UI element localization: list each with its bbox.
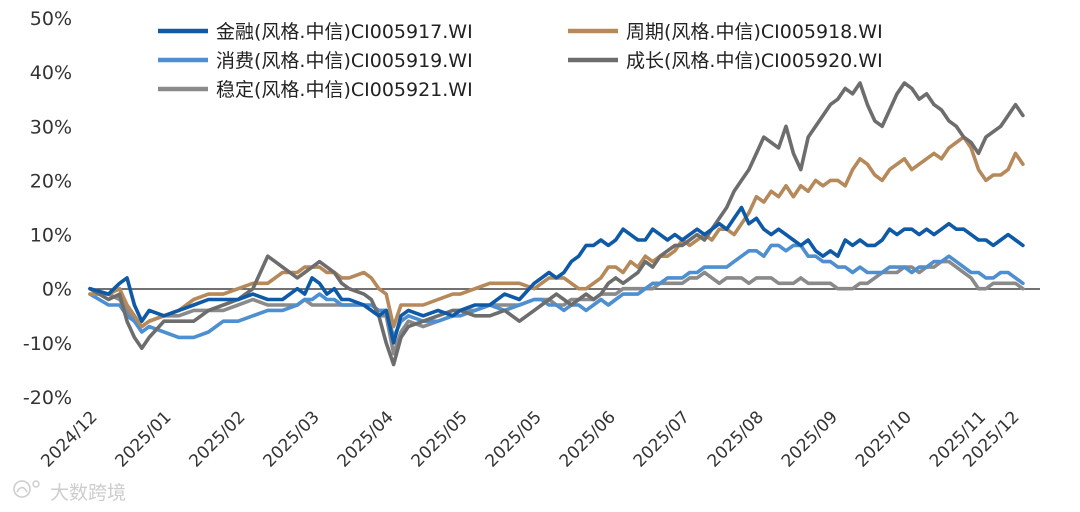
x-tick-label: 2025/06 <box>556 407 620 471</box>
watermark-text: 大数跨境 <box>50 482 126 504</box>
y-tick-label: 0% <box>42 279 72 301</box>
x-axis-ticks: 2024/12 2025/01 2025/02 2025/03 2025/04 2025/… <box>37 407 1023 471</box>
legend: 金融(风格.中信)CI005917.WI 周期(风格.中信)CI005918.WI… <box>158 21 883 101</box>
legend-label: 成长(风格.中信)CI005920.WI <box>626 50 883 72</box>
x-tick-label: 2025/05 <box>408 407 472 471</box>
y-tick-label: -10% <box>23 333 72 355</box>
y-tick-label: -20% <box>23 387 72 409</box>
x-tick-label: 2025/04 <box>334 407 398 471</box>
series-line-5 <box>88 259 1025 356</box>
y-axis-ticks: -20% -10% 0% 10% 20% 30% 40% 50% <box>23 8 72 409</box>
watermark: 大数跨境 <box>13 480 126 504</box>
y-tick-label: 30% <box>30 116 72 138</box>
y-tick-label: 20% <box>30 170 72 192</box>
series-line-4 <box>88 81 1025 367</box>
series-line-1 <box>88 205 1025 345</box>
legend-label: 消费(风格.中信)CI005919.WI <box>216 50 473 72</box>
sketch-icon <box>13 480 40 498</box>
x-tick-label: 2025/10 <box>852 407 916 471</box>
x-tick-label: 2024/12 <box>37 407 101 471</box>
x-tick-label: 2025/03 <box>260 407 324 471</box>
legend-label: 稳定(风格.中信)CI005921.WI <box>216 79 473 101</box>
series-line-2 <box>88 135 1025 329</box>
y-tick-label: 10% <box>30 225 72 247</box>
x-tick-label: 2025/09 <box>778 407 842 471</box>
x-tick-label: 2025/08 <box>704 407 768 471</box>
x-tick-label: 2025/07 <box>630 407 694 471</box>
x-tick-label: 2025/05 <box>482 407 546 471</box>
x-tick-label: 2025/02 <box>186 407 250 471</box>
series-lines <box>88 81 1025 367</box>
y-tick-label: 50% <box>30 8 72 30</box>
y-tick-label: 40% <box>30 62 72 84</box>
x-tick-label: 2025/01 <box>111 407 175 471</box>
legend-label: 金融(风格.中信)CI005917.WI <box>216 21 473 43</box>
legend-label: 周期(风格.中信)CI005918.WI <box>626 21 883 43</box>
series-line-3 <box>88 243 1025 340</box>
